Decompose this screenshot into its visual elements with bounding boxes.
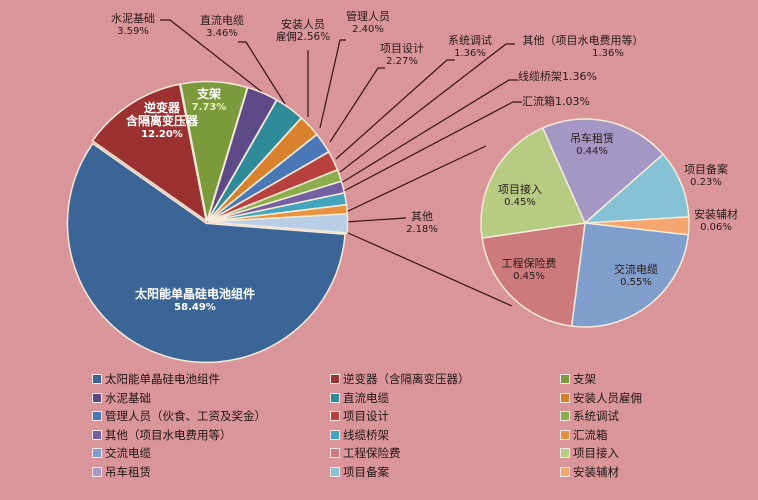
legend-label: 其他（项目水电费用等） (105, 427, 232, 442)
legend-label: 水泥基础 (105, 390, 151, 405)
legend-label: 系统调试 (573, 409, 619, 423)
main-pie (66, 80, 349, 364)
legend-item: 交流电缆 (92, 445, 151, 461)
legend-label: 安装辅材 (573, 464, 619, 479)
legend-item: 线缆桥架 (330, 427, 389, 443)
pie-slice (208, 213, 349, 234)
legend-item: 系统调试 (560, 408, 619, 424)
label-combiner: 汇流箱1.03% (522, 95, 590, 108)
pie-slice (480, 127, 587, 239)
pie-slice (66, 142, 346, 364)
legend-item: 支架 (560, 371, 596, 387)
label-dc-cable: 直流电缆 3.46% (200, 14, 244, 39)
legend-label: 汇流箱 (573, 427, 608, 442)
legend-label: 工程保险费 (343, 446, 401, 460)
label-ac-cable: 交流电缆 0.55% (614, 263, 658, 288)
legend-label: 直流电缆 (343, 390, 389, 405)
legend-item: 太阳能单晶硅电池组件 (92, 371, 220, 387)
legend-label: 吊车租赁 (105, 464, 151, 479)
legend-label: 交流电缆 (105, 446, 151, 460)
legend-swatch-icon (330, 448, 340, 458)
legend-item: 管理人员（伙食、工资及奖金） (92, 408, 266, 424)
legend-item: 逆变器（含隔离变压器） (330, 371, 470, 387)
legend-swatch-icon (92, 429, 102, 440)
label-solar: 太阳能单晶硅电池组件 58.49% (134, 287, 255, 314)
legend-swatch-icon (560, 466, 570, 477)
label-other: 其他 2.18% (406, 210, 438, 235)
legend-item: 项目备案 (330, 464, 389, 480)
pie-slice (541, 118, 665, 225)
label-inverter: 逆变器 含隔离变压器 12.20% (125, 101, 198, 141)
label-mgmt: 管理人员 2.40% (346, 10, 390, 35)
legend-swatch-icon (330, 374, 340, 384)
legend-swatch-icon (92, 448, 102, 458)
legend-item: 安装人员雇佣 (560, 390, 642, 406)
legend-item: 其他（项目水电费用等） (92, 427, 232, 443)
legend-item: 工程保险费 (330, 445, 401, 461)
legend-swatch-icon (560, 411, 570, 421)
label-tray: 线缆桥架1.36% (518, 70, 597, 83)
label-design: 项目设计 2.27% (380, 42, 424, 67)
legend-item: 安装辅材 (560, 464, 619, 480)
legend-label: 支架 (573, 372, 596, 386)
label-other-water: 其他（项目水电费用等） 1.36% (522, 34, 644, 59)
legend-item: 直流电缆 (330, 390, 389, 406)
legend-swatch-icon (92, 392, 102, 403)
legend-swatch-icon (560, 429, 570, 440)
legend-label: 项目接入 (573, 446, 619, 460)
legend-item: 项目接入 (560, 445, 619, 461)
pie-slice (570, 222, 690, 328)
label-install-staff: 安装人员 雇佣2.56% (275, 18, 331, 43)
legend-label: 项目备案 (343, 464, 389, 479)
label-grid: 项目接入 0.45% (498, 183, 542, 208)
label-cement: 水泥基础 3.59% (111, 12, 155, 37)
legend-item: 水泥基础 (92, 390, 151, 406)
label-aux: 安装辅材 0.06% (694, 208, 738, 233)
label-debug: 系统调试 1.36% (448, 34, 492, 59)
legend-label: 安装人员雇佣 (573, 390, 642, 405)
legend-swatch-icon (92, 466, 102, 477)
legend-item: 吊车租赁 (92, 464, 151, 480)
legend-swatch-icon (92, 374, 102, 384)
legend-label: 线缆桥架 (343, 427, 389, 442)
legend-swatch-icon (560, 374, 570, 384)
pie-slice (481, 222, 586, 327)
legend-swatch-icon (330, 392, 340, 403)
label-insurance: 工程保险费 0.45% (501, 257, 557, 282)
secondary-pie (480, 118, 690, 328)
legend-label: 太阳能单晶硅电池组件 (105, 372, 220, 386)
legend-swatch-icon (330, 411, 340, 421)
legend-label: 逆变器（含隔离变压器） (343, 372, 470, 386)
label-filing: 项目备案 0.23% (684, 163, 728, 188)
legend-label: 管理人员（伙食、工资及奖金） (105, 409, 266, 423)
legend-swatch-icon (330, 466, 340, 477)
legend-swatch-icon (330, 429, 340, 440)
leader-lines (160, 19, 522, 307)
pie-slice (91, 83, 208, 223)
legend-swatch-icon (92, 411, 102, 421)
label-crane: 吊车租赁 0.44% (570, 132, 614, 157)
label-bracket: 支架 7.73% (191, 87, 227, 114)
legend-label: 项目设计 (343, 409, 389, 423)
pie-slice (582, 153, 690, 224)
legend-swatch-icon (560, 392, 570, 403)
legend-item: 汇流箱 (560, 427, 608, 443)
legend-swatch-icon (560, 448, 570, 458)
legend-item: 项目设计 (330, 408, 389, 424)
